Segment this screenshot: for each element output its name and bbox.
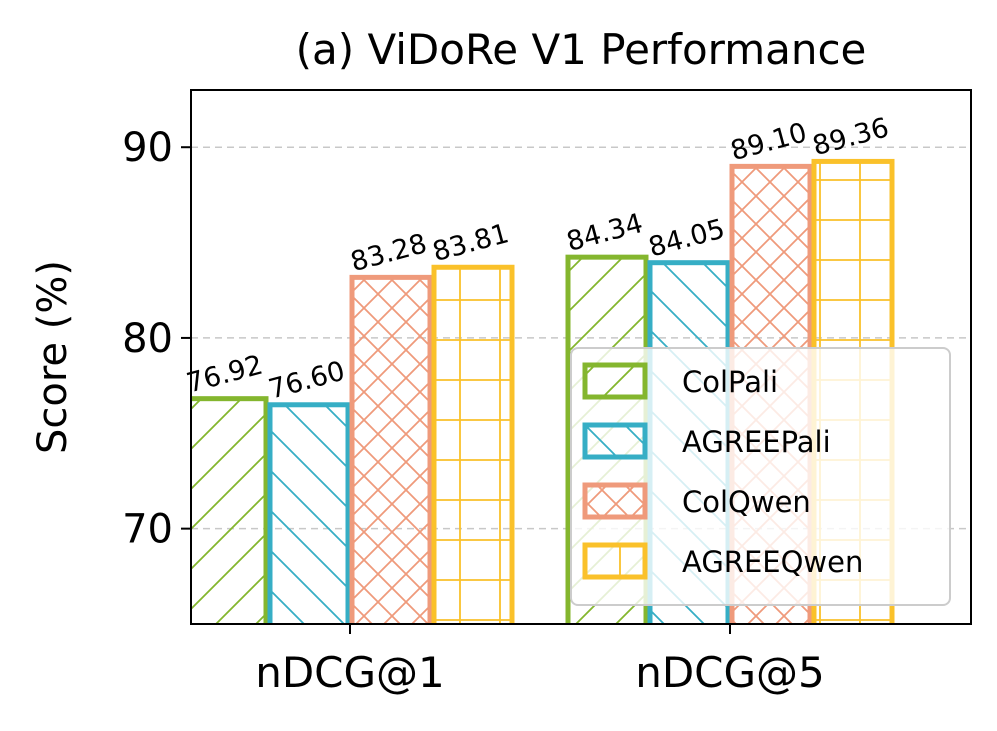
legend-box: [570, 347, 951, 606]
bar-hatch: [191, 398, 266, 624]
legend-swatch: [582, 482, 648, 520]
legend-swatch-hatch: [585, 485, 645, 517]
legend-label: AGREEQwen: [682, 545, 863, 579]
legend-label: ColPali: [682, 365, 778, 399]
x-tick-label: nDCG@5: [635, 648, 825, 697]
chart-title: (a) ViDoRe V1 Performance: [296, 25, 867, 74]
legend-label: AGREEPali: [682, 425, 831, 459]
axis-ticks: 70 80 90 nDCG@1 nDCG@5: [122, 125, 825, 697]
bar-hatch: [434, 267, 512, 624]
bar: [431, 264, 515, 624]
y-tick-label: 70: [122, 507, 173, 553]
legend-label: ColQwen: [682, 485, 811, 519]
legend-swatch: [582, 542, 648, 580]
bar: [349, 274, 433, 624]
legend-swatch-hatch: [585, 545, 645, 577]
bar: [191, 396, 269, 624]
bar: [267, 402, 351, 624]
legend: ColPali AGREEPali ColQwen AGREEQwen: [570, 347, 951, 606]
bar-hatch: [270, 404, 348, 624]
legend-swatch: [582, 422, 648, 460]
plot-frame: [190, 89, 972, 625]
x-tick-label: nDCG@1: [255, 648, 445, 697]
legend-swatch: [582, 362, 648, 400]
legend-swatch-hatch: [585, 425, 645, 457]
y-axis-label: Score (%): [30, 260, 76, 454]
y-tick-label: 80: [122, 316, 173, 362]
legend-swatch-hatch: [585, 365, 645, 397]
y-tick-label: 90: [122, 125, 173, 171]
bar-hatch: [352, 277, 430, 624]
